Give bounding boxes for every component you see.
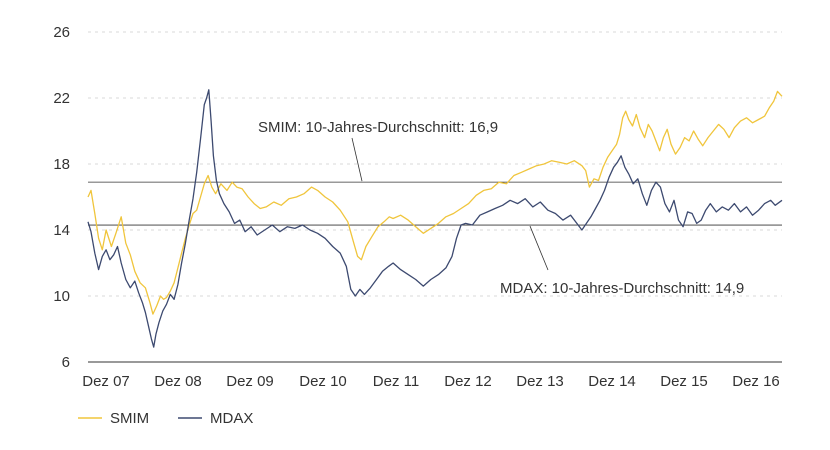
y-tick-label: 26 xyxy=(53,24,70,41)
legend-label-smim: SMIM xyxy=(110,410,149,427)
annotation-smim-average: SMIM: 10-Jahres-Durchschnitt: 16,9 xyxy=(258,119,498,136)
grid-lines xyxy=(88,31,782,297)
x-tick-label: Dez 14 xyxy=(588,373,636,390)
x-tick-label: Dez 15 xyxy=(660,373,708,390)
x-tick-label: Dez 16 xyxy=(732,373,780,390)
y-axis-tick-labels: 6 10 14 18 22 26 xyxy=(53,24,70,371)
annotation-mdax-average: MDAX: 10-Jahres-Durchschnitt: 14,9 xyxy=(500,280,744,297)
x-tick-label: Dez 10 xyxy=(299,373,347,390)
x-tick-label: Dez 08 xyxy=(154,373,202,390)
legend: SMIM MDAX xyxy=(78,410,253,427)
legend-label-mdax: MDAX xyxy=(210,410,253,427)
y-tick-label: 6 xyxy=(62,354,70,371)
y-tick-label: 22 xyxy=(53,90,70,107)
x-tick-label: Dez 07 xyxy=(82,373,130,390)
y-tick-label: 18 xyxy=(53,156,70,173)
x-tick-label: Dez 09 xyxy=(226,373,274,390)
y-tick-label: 10 xyxy=(53,288,70,305)
x-axis: Dez 07 Dez 08 Dez 09 Dez 10 Dez 11 Dez 12 Dez … xyxy=(82,361,782,390)
annotations: SMIM: 10-Jahres-Durchschnitt: 16,9 MDAX: … xyxy=(258,119,744,297)
x-tick-label: Dez 11 xyxy=(373,373,419,390)
x-tick-label: Dez 12 xyxy=(444,373,492,390)
series-line-smim xyxy=(87,90,783,315)
y-tick-label: 14 xyxy=(53,222,70,239)
series-lines xyxy=(87,89,783,348)
annotation-leader-smim xyxy=(351,137,363,182)
x-tick-label: Dez 13 xyxy=(516,373,564,390)
series-line-mdax xyxy=(87,89,783,348)
annotation-leader-mdax xyxy=(529,225,549,271)
